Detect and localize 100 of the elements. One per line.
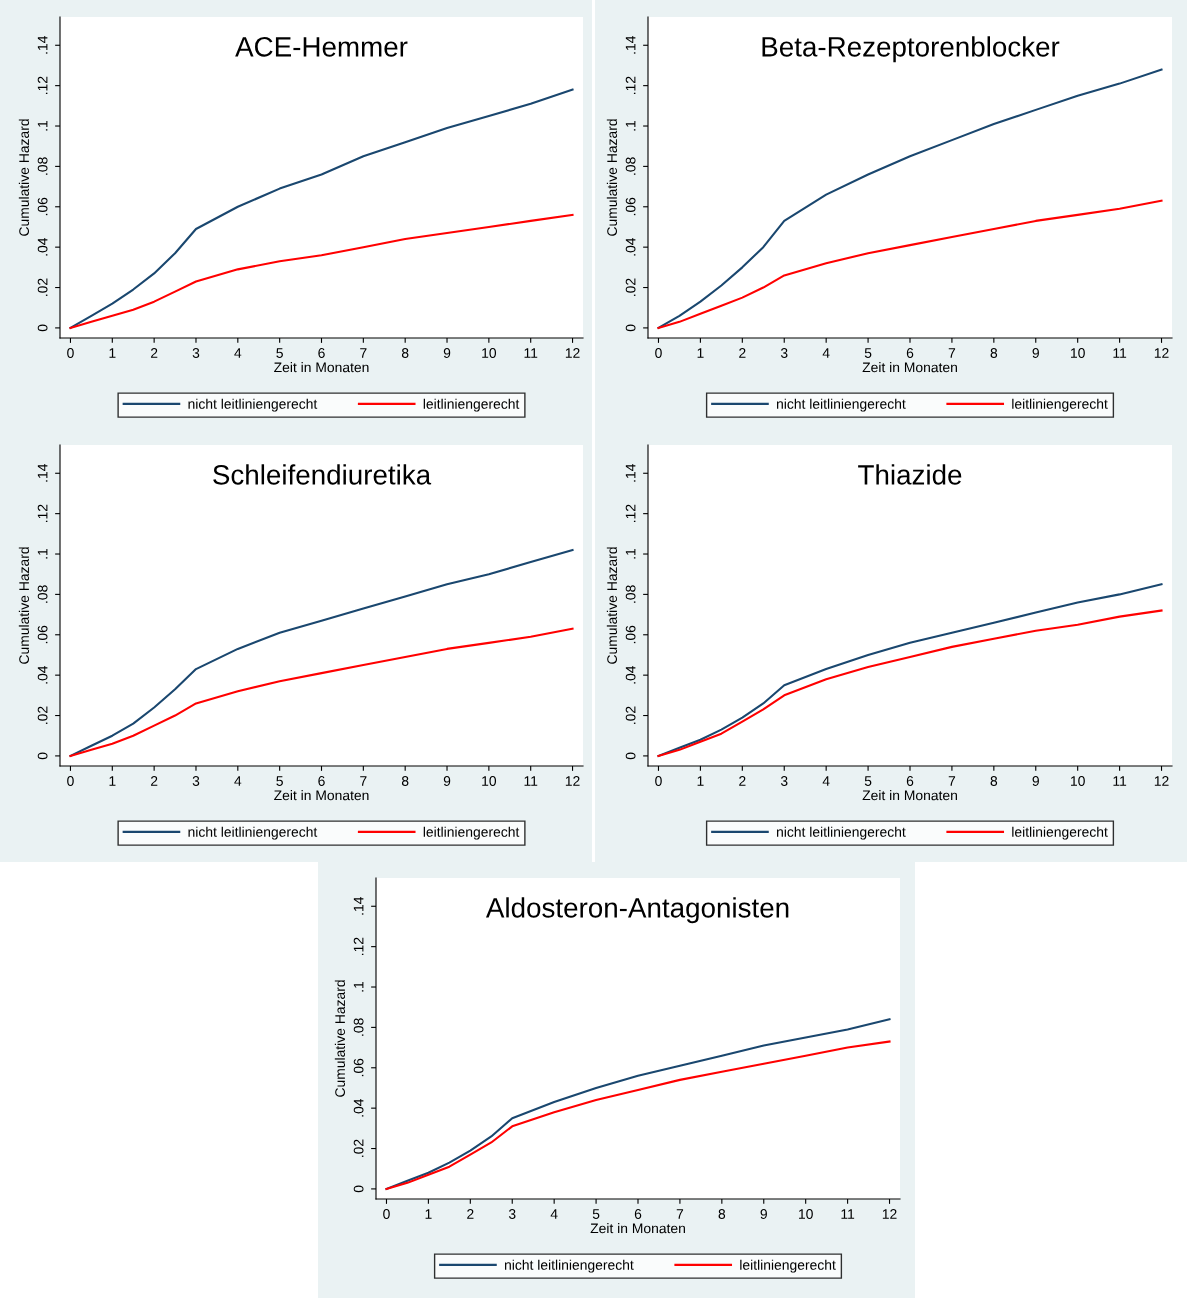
x-tick-label: 1: [109, 776, 116, 786]
x-tick-label: 12: [565, 348, 580, 358]
y-tick-label: .12: [37, 76, 48, 95]
y-axis-title: Cumulative Hazard: [606, 547, 618, 664]
x-tick-label: 3: [192, 348, 200, 358]
x-tick-label: 0: [383, 1209, 390, 1219]
y-tick-label: .02: [625, 278, 636, 296]
x-tick-label: 0: [655, 348, 662, 358]
y-tick-label: .08: [625, 157, 636, 175]
legend-label: leitliniengerecht: [423, 398, 520, 412]
x-tick-label: 4: [822, 348, 830, 358]
x-tick-label: 1: [697, 776, 704, 786]
x-tick-label: 11: [524, 348, 538, 358]
y-axis-title: Cumulative Hazard: [606, 119, 618, 236]
text: Aldosteron-Antagonisten: [485, 897, 789, 924]
legend-label: leitliniengerecht: [1012, 398, 1108, 412]
y-tick-label: .06: [625, 197, 636, 216]
x-tick-label: 5: [864, 348, 872, 358]
x-tick-label: 3: [780, 348, 788, 358]
x-tick-label: 4: [234, 348, 242, 358]
y-tick-label: .06: [625, 625, 636, 644]
y-tick-label: .1: [625, 120, 636, 131]
x-tick-label: 7: [948, 776, 956, 786]
legend-label: leitliniengerecht: [1012, 826, 1108, 840]
x-tick-label: 2: [467, 1209, 474, 1219]
y-tick-label: .06: [37, 625, 48, 644]
y-tick-label: .04: [37, 237, 48, 256]
x-tick-label: 12: [565, 776, 580, 786]
y-tick-label: 0: [625, 752, 636, 760]
x-tick-label: 1: [425, 1209, 432, 1219]
x-tick-label: 5: [592, 1209, 600, 1219]
x-tick-label: 9: [443, 776, 451, 786]
text: Schleifendiuretika: [213, 464, 432, 485]
legend-label: nicht leitliniengerecht: [776, 826, 906, 840]
y-tick-label: .08: [625, 585, 636, 603]
x-tick-label: 6: [318, 348, 325, 358]
x-tick-label: 2: [739, 776, 746, 786]
legend-label: nicht leitliniengerecht: [188, 398, 318, 412]
x-tick-label: 8: [990, 348, 998, 358]
x-tick-label: 1: [109, 348, 116, 358]
y-tick-label: .06: [353, 1058, 364, 1077]
x-tick-label: 7: [360, 776, 367, 786]
x-tick-label: 7: [360, 348, 367, 358]
x-tick-label: 6: [634, 1209, 642, 1219]
x-tick-label: 2: [150, 348, 158, 358]
y-tick-label: .08: [37, 157, 48, 175]
x-tick-label: 11: [1113, 348, 1127, 358]
x-tick-label: 7: [676, 1209, 684, 1219]
y-tick-label: .06: [37, 197, 48, 216]
y-tick-label: .02: [37, 706, 48, 724]
legend-label: leitliniengerecht: [423, 826, 520, 840]
y-tick-label: .14: [625, 464, 636, 482]
x-tick-label: 8: [718, 1209, 726, 1219]
y-tick-label: .14: [37, 464, 48, 482]
y-tick-label: .04: [37, 665, 48, 684]
x-tick-label: 7: [948, 348, 956, 358]
y-tick-label: .14: [625, 36, 636, 54]
x-tick-label: 11: [524, 776, 538, 786]
x-tick-label: 3: [508, 1209, 516, 1219]
x-tick-label: 5: [864, 776, 872, 786]
text: ACE-Hemmer: [235, 36, 408, 57]
y-tick-label: 0: [37, 752, 48, 760]
legend-label: leitliniengerecht: [740, 1259, 836, 1273]
y-tick-label: .08: [37, 585, 48, 603]
x-tick-label: 4: [234, 776, 242, 786]
x-tick-label: 10: [1071, 348, 1085, 358]
x-tick-label: 3: [780, 776, 788, 786]
x-tick-label: 0: [655, 776, 662, 786]
x-tick-label: 4: [550, 1209, 558, 1219]
x-tick-label: 2: [150, 776, 158, 786]
x-tick-label: 4: [822, 776, 830, 786]
y-tick-label: .12: [37, 504, 48, 523]
x-tick-label: 10: [482, 348, 497, 358]
x-tick-label: 12: [1154, 348, 1169, 358]
legend-label: nicht leitliniengerecht: [188, 826, 318, 840]
x-tick-label: 0: [67, 776, 74, 786]
y-tick-label: .04: [625, 665, 636, 684]
y-tick-label: .04: [625, 237, 636, 256]
x-tick-label: 9: [760, 1209, 767, 1219]
x-axis-title: Zeit in Monaten: [274, 790, 369, 801]
x-tick-label: 12: [882, 1209, 897, 1219]
x-tick-label: 8: [990, 776, 998, 786]
x-tick-label: 5: [276, 348, 283, 358]
x-tick-label: 5: [276, 776, 283, 786]
y-tick-label: .02: [37, 278, 48, 296]
x-tick-label: 10: [482, 776, 497, 786]
x-axis-title: Zeit in Monaten: [862, 790, 957, 801]
y-axis-title: Cumulative Hazard: [18, 119, 30, 236]
text: Thiazide: [858, 464, 962, 485]
x-tick-label: 11: [841, 1209, 855, 1219]
y-tick-label: .14: [353, 897, 364, 915]
y-tick-label: .12: [353, 937, 364, 956]
x-tick-label: 6: [906, 776, 914, 786]
legend-label: nicht leitliniengerecht: [776, 398, 906, 412]
x-tick-label: 11: [1113, 776, 1127, 786]
x-tick-label: 8: [401, 348, 409, 358]
y-axis-title: Cumulative Hazard: [18, 547, 30, 664]
x-tick-label: 10: [799, 1209, 813, 1219]
y-tick-label: .1: [37, 548, 48, 559]
text: Beta-Rezeptorenblocker: [762, 36, 1060, 63]
